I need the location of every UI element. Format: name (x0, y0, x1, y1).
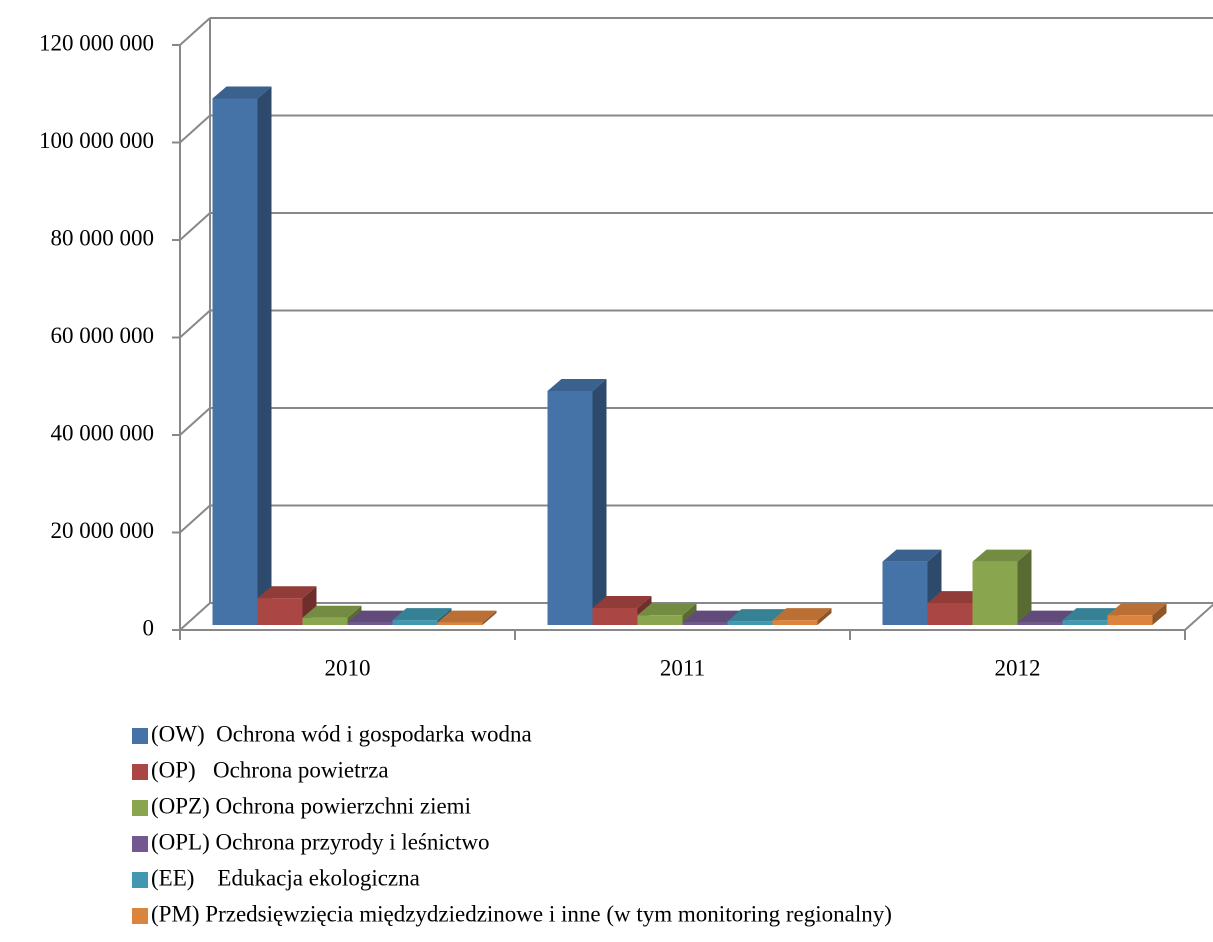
bar (212, 98, 258, 625)
bar-side (592, 379, 607, 625)
legend-label: (EE) Edukacja ekologiczna (151, 865, 420, 890)
bar (1017, 622, 1063, 625)
bar-top (1107, 603, 1167, 616)
x-tick-label: 2010 (325, 655, 371, 680)
bar (637, 615, 683, 625)
y-tick-label: 0 (143, 615, 155, 640)
legend-label: (OW) Ochrona wód i gospodarka wodna (151, 721, 532, 746)
legend-swatch (132, 872, 148, 888)
bar-top (727, 609, 787, 622)
legend-swatch (132, 728, 148, 744)
bar-side (1152, 603, 1167, 625)
bar-top (212, 86, 272, 99)
bar-top (302, 605, 362, 618)
bar (347, 622, 393, 625)
bar (592, 607, 638, 625)
tick-diagonal (179, 17, 211, 46)
bar (682, 622, 728, 625)
tick-diagonal (179, 602, 211, 631)
bar-top (592, 595, 652, 608)
bar-side (1017, 549, 1032, 625)
bar (257, 598, 303, 625)
legend-label: (OPL) Ochrona przyrody i leśnictwo (151, 829, 490, 854)
bar-top (772, 608, 832, 621)
y-tick-label: 80 000 000 (51, 225, 155, 250)
legend-swatch (132, 800, 148, 816)
bar (392, 620, 438, 625)
legend-swatch (132, 836, 148, 852)
tick-diagonal (179, 212, 211, 241)
legend-swatch (132, 908, 148, 924)
bar (1107, 615, 1153, 625)
x-tick-label: 2011 (660, 655, 705, 680)
bar-top (547, 379, 607, 391)
bar-top (437, 610, 497, 623)
bar-top (257, 586, 317, 599)
bar (972, 561, 1018, 625)
bar-top (682, 610, 742, 623)
legend-label: (OP) Ochrona powietrza (151, 757, 389, 782)
bar (727, 621, 773, 625)
bar (882, 561, 928, 625)
bar (772, 620, 818, 625)
y-tick-label: 60 000 000 (51, 323, 155, 348)
y-tick-label: 40 000 000 (51, 420, 155, 445)
x-tick-label: 2012 (995, 655, 1041, 680)
y-tick-label: 20 000 000 (51, 518, 155, 543)
bar-top (637, 603, 697, 616)
bar (927, 603, 973, 625)
floor-edge (1184, 603, 1213, 631)
legend-label: (PM) Przedsięwzięcia międzydziedzinowe i… (151, 901, 892, 926)
tick-diagonal (179, 309, 211, 339)
bar-side (817, 608, 832, 625)
y-tick-label: 120 000 000 (39, 30, 154, 55)
tick-diagonal (179, 504, 211, 534)
bar-top (882, 549, 942, 562)
bar (547, 391, 593, 625)
bar-top (972, 549, 1032, 562)
tick-diagonal (179, 114, 211, 144)
bar-top (927, 591, 987, 604)
legend-label: (OPZ) Ochrona powierzchni ziemi (151, 793, 471, 818)
bar (302, 617, 348, 625)
y-tick-label: 100 000 000 (39, 128, 154, 153)
bar-side (482, 610, 497, 625)
bar-top (1062, 608, 1122, 621)
bar-side (257, 86, 272, 625)
bar-top (347, 610, 407, 623)
tick-diagonal (179, 407, 211, 436)
legend-swatch (132, 764, 148, 780)
bar (1062, 620, 1108, 625)
bar (437, 622, 483, 625)
bar-top (392, 608, 452, 621)
bar-top (1017, 610, 1077, 623)
